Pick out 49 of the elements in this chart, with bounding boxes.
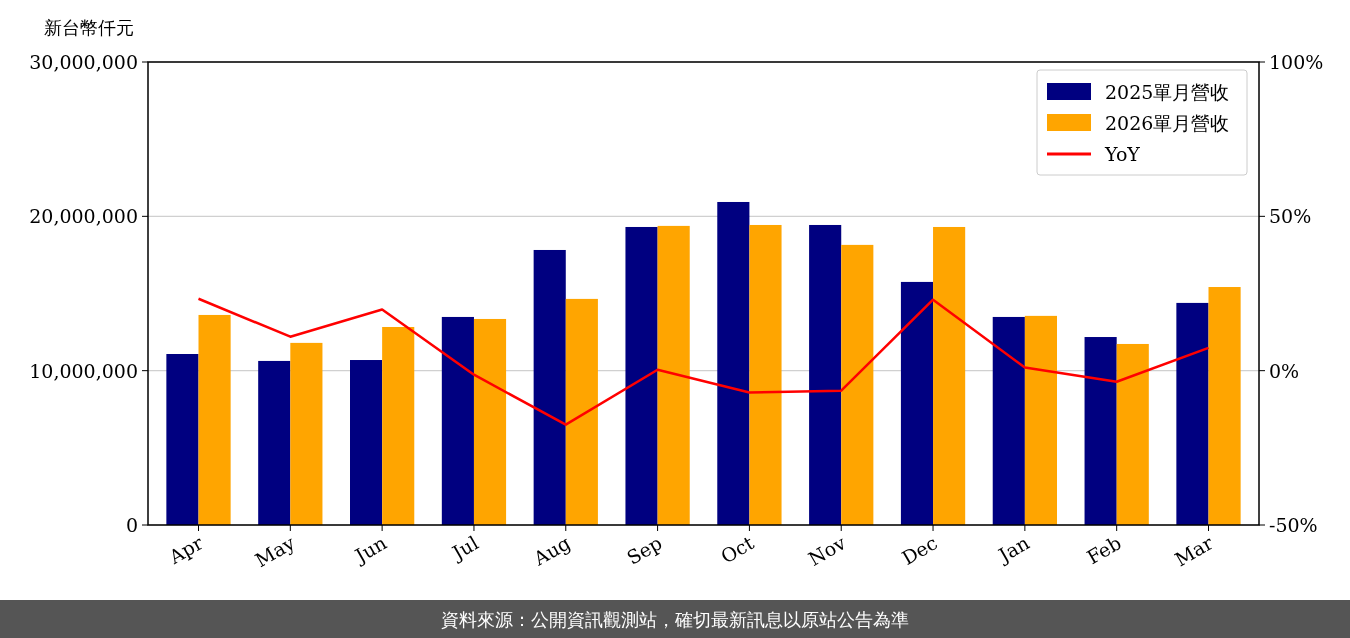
y-tick-label: 20,000,000 <box>29 205 138 228</box>
x-tick-label: Apr <box>164 530 208 569</box>
bar <box>565 298 598 525</box>
bar <box>290 342 323 525</box>
x-tick-label: Nov <box>804 531 850 570</box>
bar <box>933 226 966 525</box>
bar <box>657 225 690 525</box>
x-tick-label: Oct <box>717 531 758 568</box>
x-tick-label: Feb <box>1082 531 1125 569</box>
y-tick-label: 30,000,000 <box>29 51 138 73</box>
y-tick-label: 10,000,000 <box>29 359 138 382</box>
bar <box>1024 315 1057 525</box>
y2-tick-label: 0% <box>1269 359 1300 382</box>
x-tick-label: Jan <box>993 531 1033 568</box>
x-tick-label: Aug <box>528 531 574 571</box>
bar <box>473 318 507 525</box>
bar <box>533 249 566 525</box>
x-tick-label: Jun <box>349 531 391 568</box>
y-axis-title: 新台幣仟元 <box>44 17 134 38</box>
bar <box>382 326 415 525</box>
y-tick-label: 0 <box>125 514 138 536</box>
bar <box>1176 302 1209 525</box>
y2-tick-label: 100% <box>1269 51 1324 73</box>
bar <box>717 201 750 525</box>
bar <box>350 360 383 525</box>
bar <box>166 354 199 525</box>
bar <box>992 316 1025 525</box>
legend-label: 2025單月營收 <box>1105 81 1230 103</box>
source-note: 資料來源：公開資訊觀測站，確切最新訊息以原站公告為準 <box>441 609 909 630</box>
bar <box>1208 287 1241 525</box>
legend-label: YoY <box>1104 143 1141 165</box>
x-tick-label: Mar <box>1170 530 1218 571</box>
bar <box>198 314 231 525</box>
bar <box>625 226 658 525</box>
bar <box>841 244 874 525</box>
bar <box>749 224 782 525</box>
bar <box>441 316 474 525</box>
bar <box>258 360 291 525</box>
y2-tick-label: 50% <box>1269 205 1312 228</box>
y2-tick-label: -50% <box>1269 514 1318 536</box>
legend-label: 2026單月營收 <box>1105 112 1230 134</box>
bar <box>1084 337 1117 525</box>
x-tick-label: Jul <box>446 531 482 565</box>
bar <box>1116 343 1149 525</box>
x-tick-label: Dec <box>897 531 942 570</box>
bar <box>809 224 842 525</box>
bar <box>900 281 934 525</box>
x-tick-label: Sep <box>623 531 666 569</box>
x-tick-label: May <box>251 531 299 572</box>
